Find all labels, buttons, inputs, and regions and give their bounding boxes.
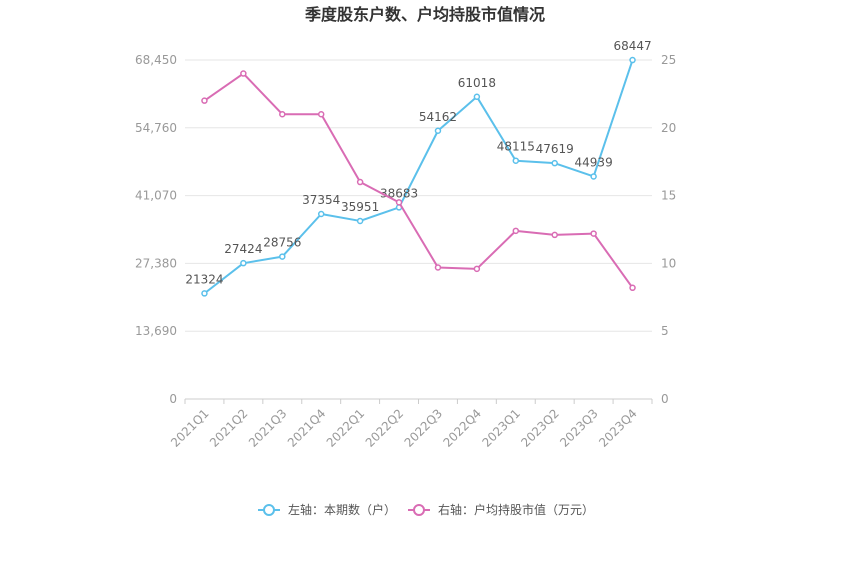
data-label: 37354 [302, 193, 340, 207]
y-left-tick-label: 0 [169, 392, 177, 406]
data-label: 47619 [536, 142, 574, 156]
data-point [512, 227, 520, 235]
data-label: 38683 [380, 186, 418, 200]
data-point [317, 110, 325, 118]
y-right-tick-label: 25 [661, 53, 676, 67]
data-point [434, 264, 442, 271]
y-left-tick-label: 54,760 [135, 121, 177, 135]
legend-label: 左轴：本期数（户） [288, 502, 396, 517]
y-right-tick-label: 0 [661, 392, 669, 406]
data-label: 61018 [458, 76, 496, 90]
y-left-tick-label: 41,070 [135, 189, 177, 203]
data-point [201, 97, 208, 104]
data-point [473, 265, 481, 273]
data-label: 48115 [497, 140, 535, 154]
data-point [590, 173, 597, 180]
data-point [279, 253, 286, 260]
x-tick-label: 2021Q3 [246, 406, 290, 450]
data-point [395, 199, 403, 206]
data-point [551, 231, 558, 239]
data-point [473, 93, 481, 101]
data-point [590, 230, 597, 237]
x-tick-label: 2022Q4 [441, 406, 485, 450]
series-line [203, 72, 634, 289]
data-point [201, 290, 208, 297]
data-point [240, 70, 247, 77]
y-right-tick-label: 10 [661, 256, 676, 270]
x-tick-label: 2023Q2 [518, 406, 562, 450]
x-tick-label: 2022Q1 [324, 406, 368, 450]
data-point [356, 178, 364, 186]
axes: 013,69027,38041,07054,76068,450051015202… [135, 53, 676, 450]
data-label: 27424 [224, 242, 262, 256]
data-point [317, 210, 325, 218]
x-tick-label: 2021Q4 [285, 406, 329, 450]
y-right-tick-label: 5 [661, 324, 669, 338]
chart-title: 季度股东户数、户均持股市值情况 [304, 5, 545, 24]
y-right-tick-label: 20 [661, 121, 676, 135]
legend: 左轴：本期数（户） 右轴：户均持股市值（万元） [258, 502, 594, 517]
data-point [512, 157, 520, 164]
x-tick-label: 2023Q4 [596, 406, 640, 450]
x-tick-label: 2021Q1 [168, 406, 212, 450]
series-line [203, 59, 634, 295]
data-point [356, 217, 364, 225]
legend-marker-circle [413, 504, 425, 516]
y-left-tick-label: 68,450 [135, 53, 177, 67]
y-left-tick-label: 27,380 [135, 256, 177, 270]
data-label: 35951 [341, 200, 379, 214]
data-point [551, 159, 558, 167]
grid-lines [185, 59, 652, 332]
y-right-tick-label: 15 [661, 189, 676, 203]
data-label: 44939 [575, 155, 613, 169]
x-tick-label: 2022Q2 [363, 406, 407, 450]
x-tick-label: 2023Q3 [557, 406, 601, 450]
x-tick-label: 2022Q3 [402, 406, 446, 450]
legend-label: 右轴：户均持股市值（万元） [438, 502, 594, 517]
data-point [279, 110, 286, 118]
data-label: 54162 [419, 110, 457, 124]
x-tick-label: 2021Q2 [207, 406, 251, 450]
data-point [629, 284, 636, 292]
data-label: 28756 [263, 236, 301, 250]
data-label: 68447 [613, 39, 651, 53]
data-point [629, 56, 636, 64]
data-point [240, 259, 247, 267]
legend-marker-circle [263, 504, 275, 516]
data-label: 21324 [185, 272, 223, 286]
data-point [434, 127, 442, 135]
y-left-tick-label: 13,690 [135, 324, 177, 338]
x-tick-label: 2023Q1 [479, 406, 523, 450]
